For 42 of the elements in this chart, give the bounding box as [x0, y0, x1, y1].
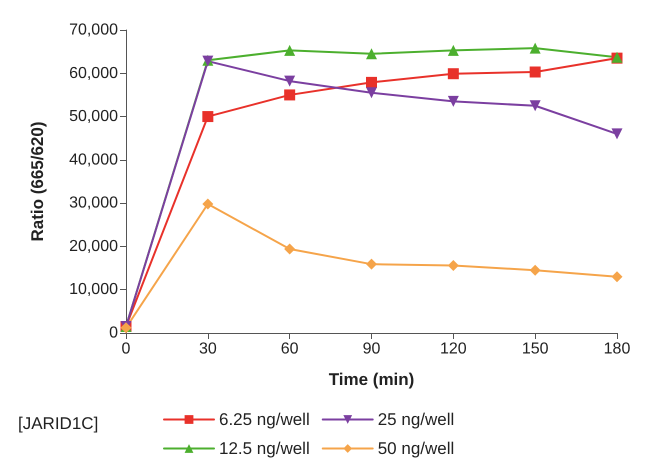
point — [366, 258, 377, 270]
x-tick-label: 30 — [198, 340, 217, 358]
point — [366, 48, 377, 60]
point — [530, 100, 541, 112]
point — [366, 76, 377, 88]
point — [284, 76, 296, 87]
point — [530, 66, 541, 78]
point — [530, 42, 541, 54]
x-tick-label: 0 — [122, 340, 131, 358]
legend-title: [JARID1C] — [18, 414, 98, 433]
y-tick-label: 60,000 — [69, 64, 118, 82]
y-axis-title: Ratio (665/620) — [28, 122, 47, 242]
point — [284, 44, 296, 56]
x-tick-label: 60 — [280, 340, 299, 358]
y-tick-label: 30,000 — [69, 194, 118, 212]
y-tick-label: 50,000 — [69, 108, 118, 126]
point — [284, 244, 296, 255]
y-tick-label: 20,000 — [69, 238, 118, 255]
point — [612, 128, 622, 140]
x-tick-label: 180 — [604, 340, 630, 358]
legend-label: 50 ng/well — [378, 439, 454, 458]
point — [202, 111, 214, 122]
x-tick-label: 150 — [522, 340, 549, 358]
y-tick-label: 10,000 — [69, 281, 118, 298]
point — [448, 44, 459, 56]
x-tick-label: 90 — [362, 340, 380, 358]
point — [366, 87, 377, 98]
point — [284, 89, 296, 100]
point — [530, 264, 541, 276]
legend-label: 6.25 ng/well — [219, 410, 310, 429]
point — [448, 68, 459, 80]
y-tick-label: 0 — [109, 324, 118, 342]
legend-label: 12.5 ng/well — [219, 439, 310, 458]
point — [202, 198, 214, 210]
x-tick-label: 120 — [440, 340, 467, 358]
point — [612, 271, 622, 282]
y-tick-label: 40,000 — [69, 151, 118, 168]
point — [448, 260, 459, 271]
legend-label: 25 ng/well — [378, 410, 454, 429]
x-axis-title: Time (min) — [328, 370, 414, 389]
point — [448, 96, 459, 107]
y-tick-label: 70,000 — [69, 22, 118, 38]
